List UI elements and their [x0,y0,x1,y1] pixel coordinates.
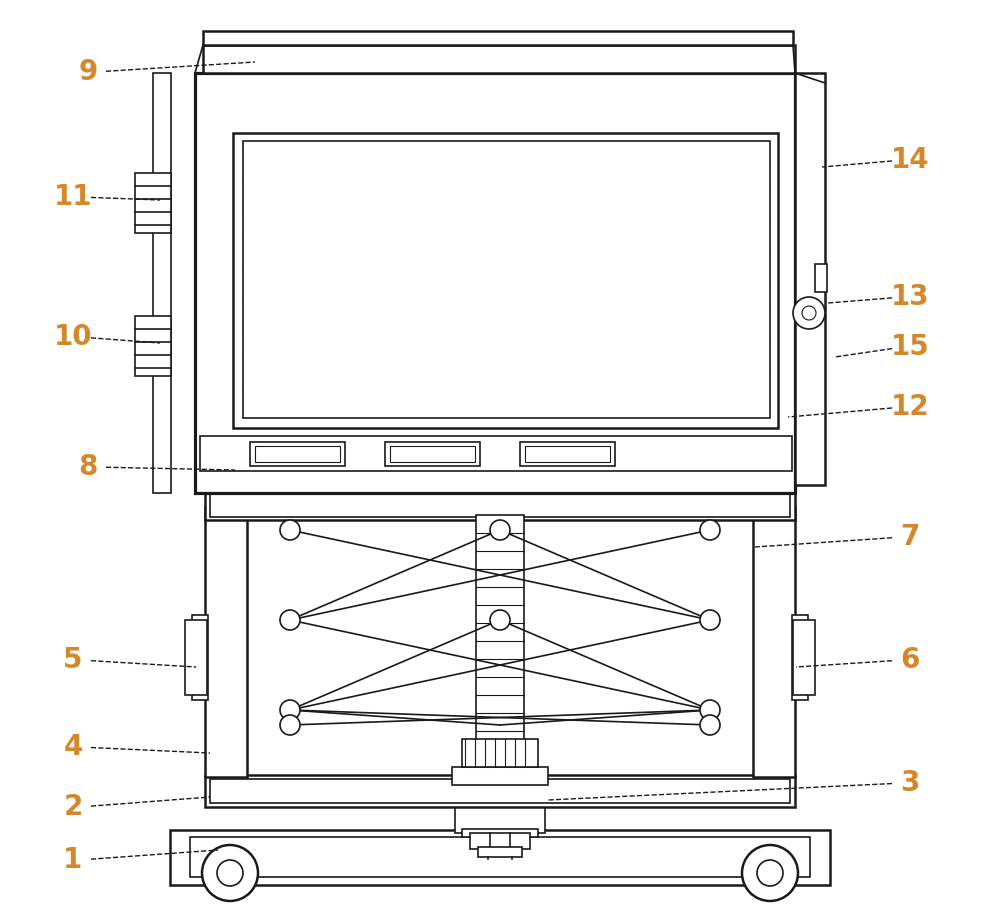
Text: 4: 4 [63,733,83,761]
Circle shape [802,306,816,320]
Bar [470,833,530,849]
Bar [815,264,827,292]
Text: 15: 15 [891,333,929,361]
Circle shape [280,715,300,735]
Bar [795,73,825,485]
Bar [462,829,538,837]
Bar [205,775,795,807]
Bar [200,436,792,471]
Bar [390,446,475,462]
Bar [192,615,208,700]
Circle shape [280,520,300,540]
Circle shape [700,700,720,720]
Bar [455,803,545,833]
Bar [210,779,790,803]
Text: 1: 1 [63,846,83,874]
Text: 14: 14 [891,146,929,174]
Bar [476,515,524,775]
Circle shape [490,520,510,540]
Bar [203,31,793,45]
Text: 7: 7 [900,523,920,551]
Circle shape [742,845,798,901]
Text: 3: 3 [900,769,920,797]
Bar [205,507,247,777]
Bar [135,173,171,233]
Bar [185,620,207,695]
Circle shape [700,610,720,630]
Bar [233,133,778,428]
Bar [153,73,171,493]
Circle shape [700,715,720,735]
Bar [210,493,790,517]
Bar [792,615,808,700]
Text: 9: 9 [78,58,98,86]
Circle shape [280,610,300,630]
Bar [520,442,615,466]
Circle shape [793,297,825,329]
Bar [793,620,815,695]
Bar [243,141,770,418]
Bar [525,446,610,462]
Text: 5: 5 [63,646,83,674]
Bar [195,73,795,493]
Text: 13: 13 [891,283,929,311]
Bar [135,316,171,376]
Bar [190,837,810,877]
Text: 6: 6 [900,646,920,674]
Bar [452,767,548,785]
Bar [753,507,795,777]
Text: 11: 11 [54,183,92,211]
Bar [205,490,795,520]
Circle shape [757,860,783,886]
Circle shape [700,520,720,540]
Bar [203,45,795,73]
Text: 2: 2 [63,793,83,821]
Circle shape [202,845,258,901]
Bar [385,442,480,466]
Text: 10: 10 [54,323,92,351]
Bar [170,830,830,885]
Bar [250,442,345,466]
Circle shape [490,610,510,630]
Text: 8: 8 [78,453,98,481]
Bar [462,739,538,767]
Bar [478,847,522,857]
Circle shape [280,700,300,720]
Circle shape [217,860,243,886]
Text: 12: 12 [891,393,929,421]
Bar [255,446,340,462]
